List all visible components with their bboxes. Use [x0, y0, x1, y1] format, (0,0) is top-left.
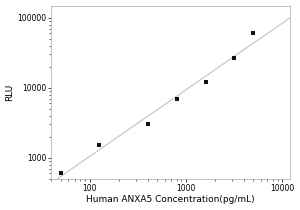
- X-axis label: Human ANXA5 Concentration(pg/mL): Human ANXA5 Concentration(pg/mL): [86, 196, 255, 205]
- Point: [232, 56, 237, 59]
- Point: [97, 144, 101, 147]
- Point: [58, 172, 63, 175]
- Y-axis label: RLU: RLU: [6, 84, 15, 101]
- Point: [203, 81, 208, 84]
- Point: [174, 97, 179, 100]
- Point: [251, 32, 256, 35]
- Point: [145, 123, 150, 126]
